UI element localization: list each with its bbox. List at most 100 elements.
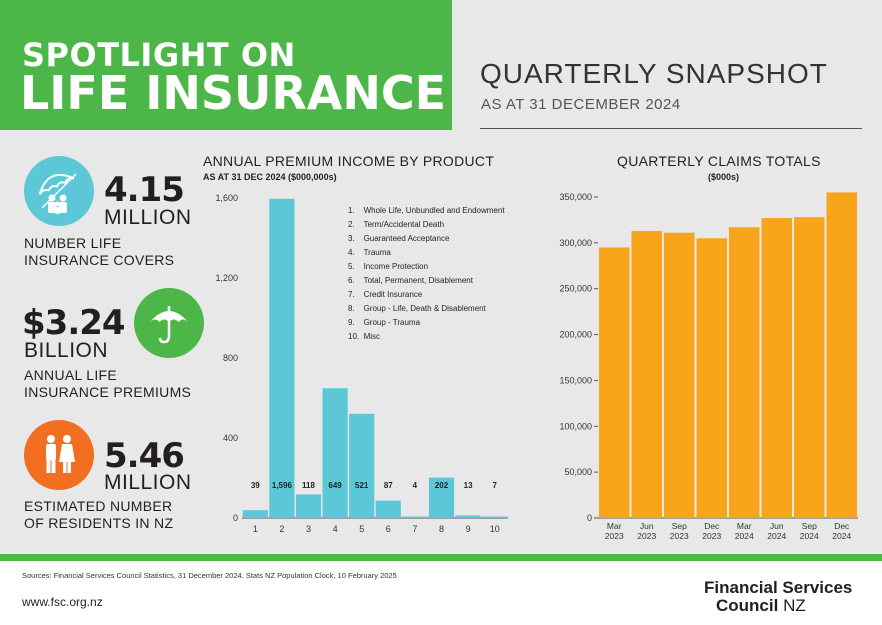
stat-value-premiums: $3.24: [22, 303, 126, 343]
bar: [269, 198, 295, 519]
x-tick-label: 3: [306, 524, 311, 534]
data-label: 13: [464, 481, 473, 490]
legend-item: 4. Trauma: [348, 248, 391, 257]
snapshot-subtitle: AS AT 31 DECEMBER 2024: [481, 96, 681, 113]
y-tick-label: 400: [223, 433, 238, 443]
legend-item: 8. Group - Life, Death & Disablement: [348, 304, 487, 313]
x-tick-label: 2023: [605, 531, 624, 541]
data-label: 202: [435, 481, 449, 490]
data-label: 118: [302, 481, 315, 490]
x-tick-label: Mar: [607, 521, 622, 531]
title-line1: SPOTLIGHT ON: [22, 36, 296, 74]
x-tick-label: 2024: [832, 531, 851, 541]
x-tick-label: 6: [386, 524, 391, 534]
umbrella-icon: [134, 288, 204, 358]
y-tick-label: 800: [223, 353, 238, 363]
legend-item: 7. Credit Insurance: [348, 290, 423, 299]
data-label: 521: [355, 481, 369, 490]
snapshot-title: QUARTERLY SNAPSHOT: [480, 58, 828, 89]
logo-line1: Financial Services: [704, 578, 853, 597]
bar: [295, 494, 322, 518]
divider: [480, 128, 862, 129]
bar: [242, 510, 268, 518]
bar: [761, 218, 792, 518]
stat-unit-covers: MILLION: [104, 206, 192, 229]
claims-chart-title: QUARTERLY CLAIMS TOTALS: [617, 153, 821, 169]
x-tick-label: 2024: [767, 531, 786, 541]
data-label: 1,596: [272, 481, 293, 490]
y-tick-label: 200,000: [559, 330, 592, 340]
legend-item: 3. Guaranteed Acceptance: [348, 234, 450, 243]
x-tick-label: Mar: [737, 521, 752, 531]
legend-item: 2. Term/Accidental Death: [348, 220, 444, 229]
bar: [482, 516, 508, 518]
bar: [455, 515, 481, 518]
sources-note: Sources: Financial Services Council Stat…: [22, 571, 397, 580]
data-label: 4: [413, 481, 418, 490]
bar: [826, 192, 857, 518]
logo-council: Council: [716, 596, 779, 615]
y-tick-label: 250,000: [559, 284, 592, 294]
x-tick-label: 2024: [735, 531, 754, 541]
x-tick-label: 2023: [670, 531, 689, 541]
x-tick-label: Dec: [834, 521, 850, 531]
legend-item: 9. Group - Trauma: [348, 318, 421, 327]
logo-nz: NZ: [778, 596, 806, 615]
quarterly-claims-chart: 0 50,000 100,000 150,000 200,000 250,000 300,0…: [559, 192, 858, 541]
premium-chart-subtitle: AS AT 31 DEC 2024 ($000,000s): [203, 172, 337, 182]
stat-desc-covers-2: INSURANCE COVERS: [24, 252, 175, 268]
people-icon: [24, 420, 94, 490]
claims-chart-subtitle: ($000s): [708, 172, 740, 182]
x-tick-label: Sep: [802, 521, 817, 531]
premium-income-chart: 04008001,2001,6003911,596211836494521587…: [215, 193, 508, 534]
x-tick-label: Sep: [672, 521, 687, 531]
x-tick-label: 2: [279, 524, 284, 534]
x-tick-label: 7: [412, 524, 417, 534]
website-link[interactable]: www.fsc.org.nz: [22, 595, 103, 609]
y-tick-label: 1,600: [215, 193, 238, 203]
bar: [349, 413, 375, 518]
stat-desc-premiums-1: ANNUAL LIFE: [24, 367, 118, 383]
x-tick-label: Jun: [770, 521, 784, 531]
stat-unit-premiums: BILLION: [24, 339, 109, 362]
footer-divider: [0, 554, 882, 561]
bar: [696, 238, 727, 518]
legend-item: 5. Income Protection: [348, 262, 428, 271]
bar: [664, 232, 695, 519]
data-label: 649: [328, 481, 342, 490]
data-label: 7: [492, 481, 497, 490]
bar: [375, 500, 401, 518]
bar: [794, 217, 825, 519]
stat-unit-residents: MILLION: [104, 471, 192, 494]
legend-item: 1. Whole Life, Unbundled and Endowment: [348, 206, 505, 215]
x-tick-label: Jun: [640, 521, 654, 531]
premium-chart-title: ANNUAL PREMIUM INCOME BY PRODUCT: [203, 153, 495, 169]
title-line2: LIFE INSURANCE: [20, 66, 447, 120]
bar: [631, 230, 662, 519]
bar: [729, 227, 760, 518]
data-label: 39: [251, 481, 260, 490]
y-tick-label: 100,000: [559, 421, 592, 431]
bar: [428, 477, 455, 518]
y-tick-label: 350,000: [559, 192, 592, 202]
stat-desc-premiums-2: INSURANCE PREMIUMS: [24, 384, 192, 400]
x-tick-label: 8: [439, 524, 444, 534]
x-tick-label: 2024: [800, 531, 819, 541]
x-tick-label: 4: [333, 524, 338, 534]
x-tick-label: 2023: [702, 531, 721, 541]
y-tick-label: 0: [233, 513, 238, 523]
x-tick-label: 5: [359, 524, 364, 534]
bar: [322, 388, 348, 518]
x-tick-label: 9: [466, 524, 471, 534]
stat-value-covers: 4.15: [104, 170, 185, 210]
x-tick-label: Dec: [704, 521, 720, 531]
x-tick-label: 1: [253, 524, 258, 534]
stat-desc-residents-2: OF RESIDENTS IN NZ: [24, 515, 174, 531]
umbrella-family-icon: [24, 156, 94, 226]
y-tick-label: 300,000: [559, 238, 592, 248]
y-tick-label: 150,000: [559, 375, 592, 385]
logo-line2: Council NZ: [716, 596, 806, 616]
stat-desc-residents-1: ESTIMATED NUMBER: [24, 498, 173, 514]
y-tick-label: 1,200: [215, 273, 238, 283]
